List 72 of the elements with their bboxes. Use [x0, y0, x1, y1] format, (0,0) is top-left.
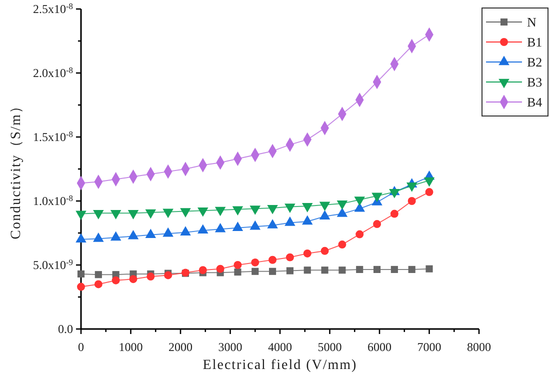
point: [303, 250, 312, 258]
x-tick-label: 5000: [318, 340, 342, 354]
point: [251, 258, 260, 266]
point: [390, 266, 398, 274]
legend-label: N: [527, 14, 537, 30]
x-axis-title: Electrical field (V/mm): [202, 358, 358, 373]
point: [408, 197, 416, 205]
legend-label: B4: [527, 94, 543, 110]
point: [284, 216, 296, 226]
point: [269, 268, 276, 275]
x-tick-label: 4000: [268, 340, 292, 354]
point: [252, 268, 259, 275]
point: [164, 271, 172, 280]
y-tick-label: 1.0x10$^{-8}$: [33, 194, 73, 208]
legend-label: B2: [527, 54, 542, 70]
x-tick-label: 8000: [467, 340, 491, 354]
y-tick-label: 5.0x10$^{-9}$: [33, 258, 73, 272]
point: [286, 267, 294, 274]
point: [302, 215, 313, 225]
point: [321, 266, 328, 274]
point: [250, 220, 260, 230]
point: [267, 219, 278, 228]
point: [93, 232, 104, 242]
point: [234, 261, 242, 269]
point: [216, 264, 224, 273]
point: [338, 266, 346, 274]
point: [232, 222, 244, 231]
point: [286, 253, 294, 262]
point: [198, 224, 208, 234]
point: [112, 276, 120, 284]
point: [94, 280, 102, 288]
point: [268, 256, 277, 264]
y-tick-label: 2.0x10$^{-8}$: [33, 66, 73, 80]
point: [128, 230, 139, 240]
point: [356, 266, 364, 274]
point: [304, 266, 311, 274]
point: [110, 231, 122, 241]
point: [77, 282, 85, 291]
y-axis-title: Conductivity（S/m）: [9, 98, 24, 240]
point: [145, 228, 156, 238]
x-tick-label: 6000: [368, 340, 392, 354]
point: [373, 220, 381, 228]
point: [76, 233, 86, 242]
x-tick-label: 1000: [118, 340, 143, 354]
y-tick-label: 2.5x10$^{-8}$: [33, 2, 73, 16]
point: [94, 271, 102, 278]
x-tick-label: 2000: [168, 340, 192, 354]
point: [234, 268, 242, 276]
point: [77, 270, 85, 278]
point: [320, 246, 329, 255]
x-tick-label: 7000: [417, 340, 442, 354]
point: [356, 230, 364, 238]
y-tick-label: 1.5x10$^{-8}$: [33, 130, 73, 144]
x-tick-label: 0: [78, 340, 84, 354]
point: [162, 227, 174, 237]
point: [198, 266, 207, 274]
legend-label: B3: [527, 74, 542, 90]
legend-label: B1: [527, 34, 542, 50]
x-tick-label: 3000: [218, 340, 242, 354]
point: [319, 210, 330, 220]
point: [426, 265, 433, 272]
point: [180, 226, 191, 236]
point: [338, 240, 346, 248]
point: [373, 266, 381, 274]
y-tick-label: 0.0: [58, 322, 73, 336]
point: [425, 188, 434, 196]
point: [214, 222, 226, 232]
point: [336, 208, 348, 217]
point: [129, 275, 138, 284]
point: [408, 266, 416, 274]
point: [146, 272, 155, 280]
point: [390, 210, 398, 218]
